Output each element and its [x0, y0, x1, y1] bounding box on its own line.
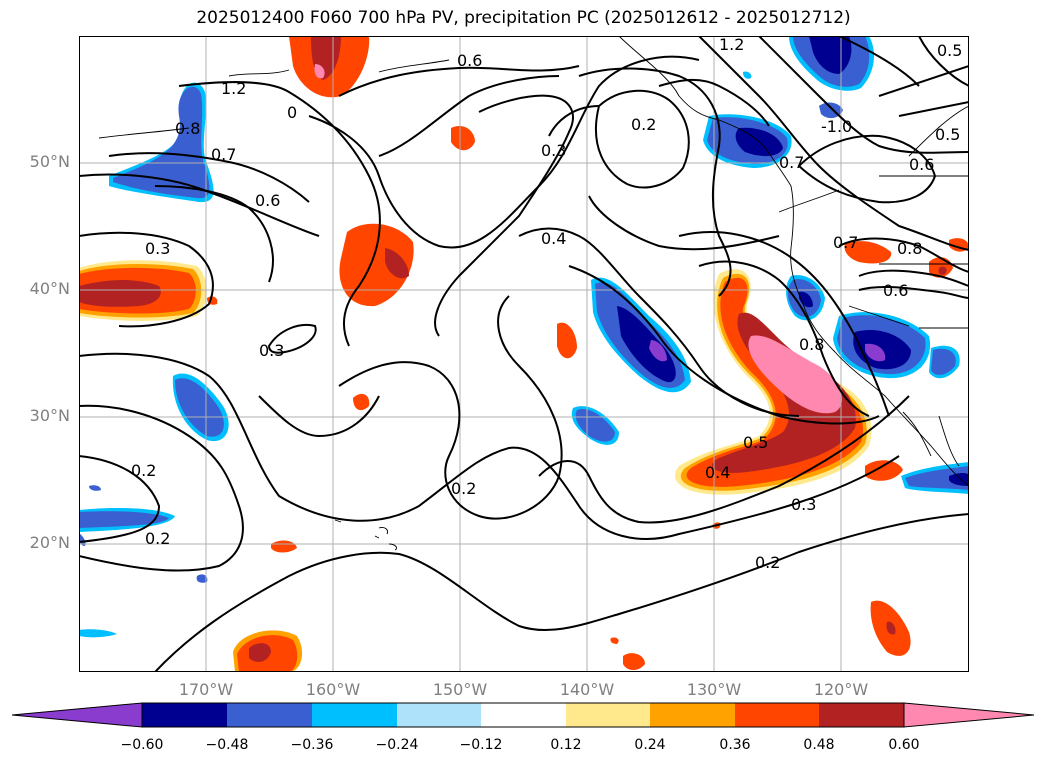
- pv-contours: [79, 36, 969, 672]
- lon-label-170w: 170°W: [178, 680, 234, 699]
- lat-label-40n: 40°N: [29, 279, 70, 298]
- colorbar-bin: [650, 703, 735, 727]
- colorbar-tick: 0.48: [803, 737, 835, 753]
- contour-label: 1.2: [221, 79, 246, 98]
- pv-contour-0-2-ring: [594, 89, 690, 189]
- colorbar: [12, 702, 1035, 728]
- lon-label-130w: 130°W: [686, 680, 742, 699]
- contour-label: 0.8: [175, 119, 200, 138]
- lat-label-50n: 50°N: [29, 152, 70, 171]
- colorbar-bin: [397, 703, 481, 727]
- lat-label-20n: 20°N: [29, 533, 70, 552]
- colorbar-tick: 0.60: [888, 737, 920, 753]
- pv-contour-0-3-loop: [267, 324, 317, 354]
- colorbar-min-arrow: [12, 702, 143, 728]
- contour-label: 0.7: [779, 153, 804, 172]
- lat-label-30n: 30°N: [29, 406, 70, 425]
- contour-label: 0.4: [705, 463, 730, 482]
- colorbar-bin: [312, 703, 397, 727]
- lon-label-140w: 140°W: [559, 680, 615, 699]
- contour-label: 0.6: [255, 191, 280, 210]
- contour-label: 0.2: [631, 115, 656, 134]
- contour-label: 0.5: [743, 433, 768, 452]
- map-gridlines: [79, 36, 969, 672]
- contour-label: 0.5: [935, 125, 960, 144]
- colorbar-tick: −0.48: [205, 737, 249, 753]
- contour-label: 0.5: [937, 41, 962, 60]
- contour-label: 0.3: [259, 341, 284, 360]
- colorbar-tick: −0.36: [290, 737, 334, 753]
- pv-contour-0-2-south: [154, 513, 969, 672]
- contour-label: 0.8: [897, 239, 922, 258]
- precip-peak-pink: [748, 335, 842, 414]
- colorbar-bin: [566, 703, 650, 727]
- contour-label: 0.3: [145, 239, 170, 258]
- contour-label: 0: [287, 103, 297, 122]
- colorbar-bin: [819, 703, 904, 727]
- contour-label: 0.8: [799, 335, 824, 354]
- contour-label: 0.6: [909, 155, 934, 174]
- lon-label-150w: 150°W: [432, 680, 488, 699]
- precip-region-155w: [339, 223, 414, 307]
- colorbar-tick: −0.24: [375, 737, 419, 753]
- contour-label: 0.3: [791, 495, 816, 514]
- colorbar-tick: 0.24: [634, 737, 666, 753]
- coastlines: [98, 36, 969, 551]
- colorbar-tick: 0.12: [550, 737, 582, 753]
- contour-label: 0.2: [755, 553, 780, 572]
- contour-labels: 1.2 0.6 1.2 0.8 0.7 0.6 0.3 0.3 0.2 0.2 …: [131, 36, 962, 572]
- colorbar-tick: 0.36: [719, 737, 751, 753]
- contour-label: 0.2: [145, 529, 170, 548]
- contour-label: 0.6: [883, 281, 908, 300]
- contour-label: -1.0: [821, 117, 852, 136]
- contour-label: 0.2: [451, 479, 476, 498]
- precip-negative-regions: [79, 36, 969, 638]
- contour-label: 0.3: [541, 141, 566, 160]
- colorbar-bin: [142, 703, 227, 727]
- colorbar-tick: −0.12: [459, 737, 503, 753]
- contour-label: 0.6: [457, 51, 482, 70]
- map-canvas: 1.2 0.6 1.2 0.8 0.7 0.6 0.3 0.3 0.2 0.2 …: [79, 36, 969, 672]
- map-title: 2025012400 F060 700 hPa PV, precipitatio…: [196, 8, 851, 28]
- precip-positive-regions: [79, 36, 969, 672]
- pv-contour-0-3: [79, 352, 900, 540]
- contour-label: 0.2: [131, 461, 156, 480]
- contour-label: 0.7: [211, 145, 236, 164]
- lon-label-120w: 120°W: [813, 680, 869, 699]
- contour-label: 0.7: [833, 233, 858, 252]
- pv-contour-0-2-west: [79, 455, 161, 543]
- contour-label: 0.4: [541, 229, 566, 248]
- colorbar-tick: −0.60: [120, 737, 164, 753]
- colorbar-bin: [735, 703, 819, 727]
- lon-label-160w: 160°W: [305, 680, 361, 699]
- colorbar-max-arrow: [903, 702, 1035, 728]
- colorbar-bin: [481, 703, 566, 727]
- contour-label: 1.2: [719, 36, 744, 54]
- colorbar-bin: [227, 703, 312, 727]
